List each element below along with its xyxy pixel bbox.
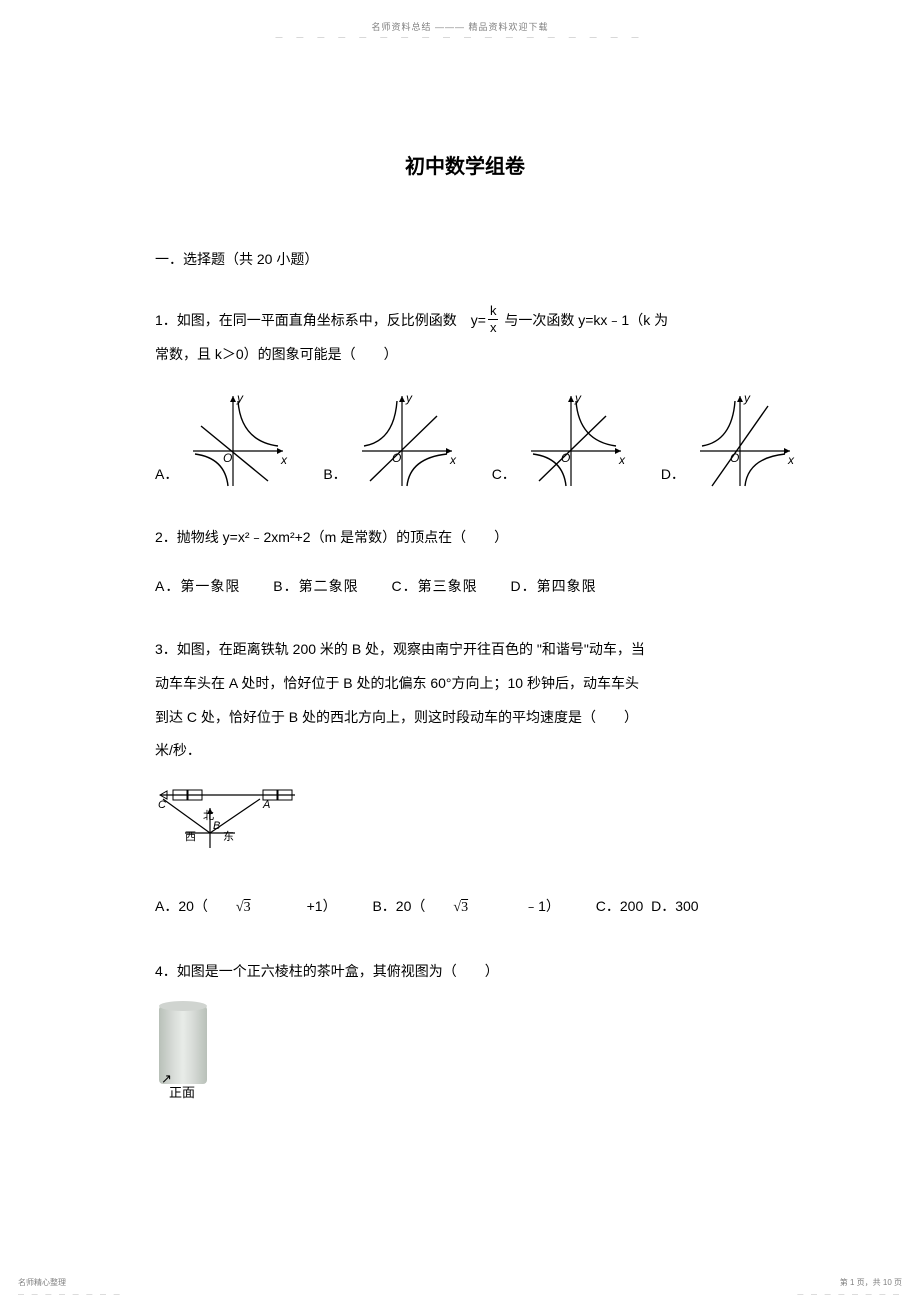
q3-label-b: B <box>213 820 220 832</box>
q1-graph-c: O x y <box>521 386 631 496</box>
q3-label-west: 西 <box>185 831 196 843</box>
q1-option-d: D． O x y <box>661 386 800 496</box>
svg-text:x: x <box>280 453 288 467</box>
q3-label-a: A <box>262 799 270 811</box>
q3-opt-a: A．20（√3+1） <box>155 898 365 914</box>
q1-option-a: A． O x y <box>155 386 293 496</box>
q1-text: 1．如图，在同一平面直角坐标系中，反比例函数 y=kx 与一次函数 y=kx﹣1… <box>155 304 775 371</box>
question-3: 3．如图，在距离铁轨 200 米的 B 处，观察由南宁开往百色的 "和谐号"动车… <box>155 633 775 925</box>
svg-text:O: O <box>223 451 232 465</box>
q2-opt-b: B．第二象限 <box>273 578 358 594</box>
q3-label-east: 东 <box>223 830 234 843</box>
svg-text:x: x <box>449 453 457 467</box>
q3-line2: 动车车头在 A 处时，恰好位于 B 处的北偏东 60°方向上；10 秒钟后，动车… <box>155 675 639 691</box>
q1-graph-b: O x y <box>352 386 462 496</box>
q3-line1: 3．如图，在距离铁轨 200 米的 B 处，观察由南宁开往百色的 "和谐号"动车… <box>155 641 645 657</box>
q3-opt-d: D．300 <box>651 898 698 914</box>
q1-label-b: B． <box>323 458 346 497</box>
header-dots: — — — — — — — — — — — — — — — — — — <box>275 34 644 41</box>
q1-frac-den: x <box>488 320 499 336</box>
q3-line4: 米/秒． <box>155 742 201 758</box>
q4-text: 4．如图是一个正六棱柱的茶叶盒，其俯视图为（ ） <box>155 955 775 989</box>
q2-opt-d: D．第四象限 <box>510 578 596 594</box>
q3-label-north: 北 <box>203 809 214 822</box>
footer-left: 名师精心整理 <box>18 1277 66 1288</box>
svg-text:y: y <box>574 391 582 405</box>
q3-opt-c: C．200 <box>596 898 643 914</box>
question-1: 1．如图，在同一平面直角坐标系中，反比例函数 y=kx 与一次函数 y=kx﹣1… <box>155 304 775 496</box>
svg-text:y: y <box>405 391 413 405</box>
main-content: 初中数学组卷 一．选择题（共 20 小题） 1．如图，在同一平面直角坐标系中，反… <box>155 150 775 1134</box>
footer-dots-right: — — — — — — — — <box>797 1292 902 1298</box>
q2-options: A．第一象限 B．第二象限 C．第三象限 D．第四象限 <box>155 570 775 604</box>
q3-label-c: C <box>158 799 166 811</box>
q1-options: A． O x y B． <box>155 386 775 496</box>
q1-graph-d: O x y <box>690 386 800 496</box>
q1-frac-num: k <box>488 303 499 320</box>
footer-right: 第 1 页，共 10 页 <box>840 1277 902 1288</box>
q1-text-part2: 与一次函数 y=kx﹣1（k 为 <box>500 312 668 328</box>
section-header: 一．选择题（共 20 小题） <box>155 249 775 269</box>
q1-label-a: A． <box>155 458 178 497</box>
q1-text-part3: 常数，且 k＞0）的图象可能是（ ） <box>155 346 398 362</box>
q3-opt-b: B．20（√3﹣1） <box>372 898 587 914</box>
q1-option-c: C． O x y <box>492 386 631 496</box>
svg-text:x: x <box>787 453 795 467</box>
q3-options: A．20（√3+1） B．20（√3﹣1） C．200 D．300 <box>155 890 775 925</box>
q1-label-c: C． <box>492 458 516 497</box>
tea-label: 正面 <box>169 1077 195 1108</box>
svg-text:y: y <box>743 391 751 405</box>
q1-label-d: D． <box>661 458 685 497</box>
q4-teabox-image: ↗ 正面 <box>155 1004 210 1109</box>
q2-opt-a: A．第一象限 <box>155 578 240 594</box>
header-text: 名师资料总结 ——— 精品资料欢迎下载 <box>371 20 548 33</box>
svg-text:y: y <box>236 391 244 405</box>
q1-graph-a: O x y <box>183 386 293 496</box>
q1-fraction: kx <box>488 303 499 335</box>
q1-text-part1: 1．如图，在同一平面直角坐标系中，反比例函数 y= <box>155 312 486 328</box>
footer-dots-left: — — — — — — — — <box>18 1292 123 1298</box>
question-4: 4．如图是一个正六棱柱的茶叶盒，其俯视图为（ ） ↗ 正面 <box>155 955 775 1109</box>
q2-text: 2．抛物线 y=x²﹣2xm²+2（m 是常数）的顶点在（ ） <box>155 521 775 555</box>
q1-option-b: B． O x y <box>323 386 461 496</box>
svg-text:x: x <box>618 453 626 467</box>
q2-opt-c: C．第三象限 <box>391 578 477 594</box>
q3-diagram: C A B 北 西 东 <box>155 783 305 858</box>
q3-text: 3．如图，在距离铁轨 200 米的 B 处，观察由南宁开往百色的 "和谐号"动车… <box>155 633 775 767</box>
page-title: 初中数学组卷 <box>155 150 775 179</box>
question-2: 2．抛物线 y=x²﹣2xm²+2（m 是常数）的顶点在（ ） A．第一象限 B… <box>155 521 775 603</box>
q3-line3: 到达 C 处，恰好位于 B 处的西北方向上，则这时段动车的平均速度是（ ） <box>155 709 638 725</box>
